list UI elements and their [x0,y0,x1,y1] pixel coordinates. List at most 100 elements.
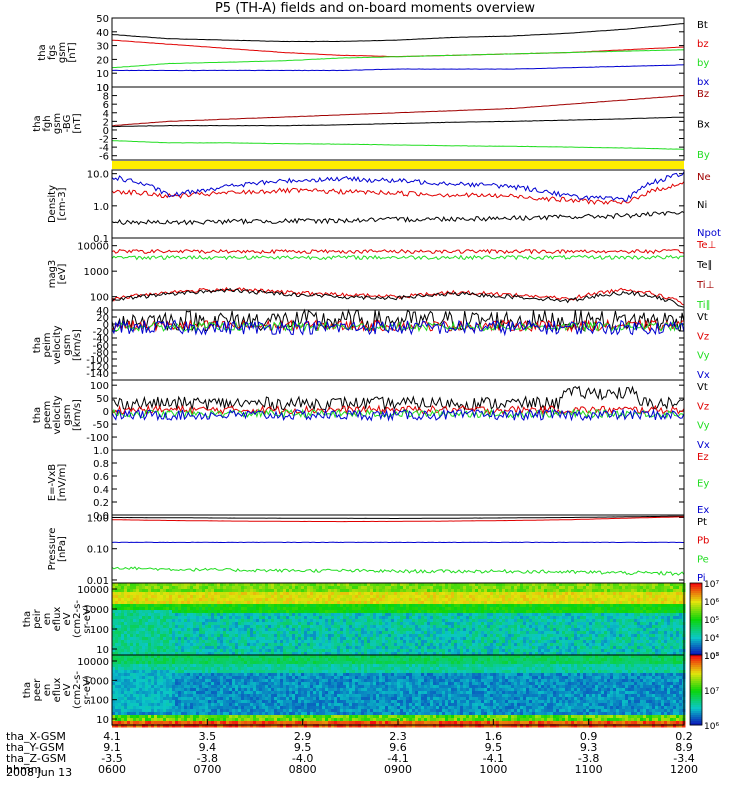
heatmap-cell [553,622,557,626]
heatmap-cell [616,640,620,644]
heatmap-cell [157,616,161,620]
heatmap-cell [223,586,227,590]
heatmap-cell [115,613,119,617]
heatmap-cell [412,598,416,602]
heatmap-cell [220,613,224,617]
heatmap-cell [286,595,290,599]
heatmap-cell [208,616,212,620]
heatmap-cell [616,652,620,656]
heatmap-cell [241,637,245,641]
heatmap-cell [397,637,401,641]
heatmap-cell [385,586,389,590]
heatmap-cell [334,646,338,650]
heatmap-cell [205,613,209,617]
heatmap-cell [301,607,305,611]
heatmap-cell [349,595,353,599]
heatmap-cell [520,628,524,632]
heatmap-cell [196,601,200,605]
heatmap-cell [328,643,332,647]
heatmap-cell [121,622,125,626]
heatmap-cell [583,640,587,644]
heatmap-cell [364,637,368,641]
ylabel-density: Density [cm-3] [47,185,68,223]
heatmap-cell [619,622,623,626]
heatmap-cell [307,613,311,617]
heatmap-cell [601,595,605,599]
heatmap-cell [421,619,425,623]
heatmap-cell [154,586,158,590]
heatmap-cell [457,586,461,590]
heatmap-cell [118,634,122,638]
heatmap-cell [289,604,293,608]
heatmap-cell [112,610,116,614]
heatmap-cell [205,646,209,650]
heatmap-cell [328,655,332,659]
heatmap-cell [547,637,551,641]
heatmap-cell [166,601,170,605]
heatmap-cell [220,634,224,638]
heatmap-cell [325,622,329,626]
heatmap-cell [292,613,296,617]
heatmap-cell [349,646,353,650]
heatmap-cell [286,625,290,629]
heatmap-cell [382,640,386,644]
heatmap-cell [631,613,635,617]
heatmap-cell [676,601,680,605]
heatmap-cell [349,607,353,611]
heatmap-cell [184,592,188,596]
heatmap-cell [586,601,590,605]
ylabel-line: gsm [62,404,73,425]
heatmap-cell [124,607,128,611]
heatmap-cell [232,655,236,659]
heatmap-cell [478,601,482,605]
heatmap-cell [262,583,266,587]
heatmap-cell [151,595,155,599]
heatmap-cell [283,649,287,653]
colorbar-cell [690,601,702,604]
heatmap-cell [400,622,404,626]
heatmap-cell [304,646,308,650]
heatmap-cell [115,643,119,647]
heatmap-cell [202,631,206,635]
heatmap-cell [340,595,344,599]
heatmap-cell [412,595,416,599]
heatmap-cell [481,586,485,590]
heatmap-cell [436,586,440,590]
heatmap-cell [139,619,143,623]
heatmap-cell [661,649,665,653]
heatmap-cell [478,631,482,635]
heatmap-cell [265,655,269,659]
heatmap-cell [586,634,590,638]
heatmap-cell [637,622,641,626]
heatmap-cell [292,598,296,602]
heatmap-cell [220,625,224,629]
heatmap-cell [550,634,554,638]
heatmap-cell [652,622,656,626]
heatmap-cell [247,622,251,626]
heatmap-cell [532,598,536,602]
heatmap-cell [262,640,266,644]
heatmap-cell [301,628,305,632]
heatmap-cell [172,616,176,620]
heatmap-cell [490,646,494,650]
heatmap-cell [130,631,134,635]
heatmap-cell [652,643,656,647]
heatmap-cell [619,586,623,590]
heatmap-cell [334,655,338,659]
heatmap-cell [460,601,464,605]
heatmap-cell [601,649,605,653]
heatmap-cell [325,601,329,605]
heatmap-cell [139,625,143,629]
heatmap-cell [139,646,143,650]
heatmap-cell [199,616,203,620]
heatmap-cell [424,652,428,656]
heatmap-cell [262,625,266,629]
heatmap-cell [241,655,245,659]
heatmap-cell [358,634,362,638]
heatmap-cell [307,625,311,629]
heatmap-cell [253,592,257,596]
heatmap-cell [157,634,161,638]
ylabel-line: eV [62,683,73,696]
heatmap-cell [529,619,533,623]
heatmap-cell [664,646,668,650]
